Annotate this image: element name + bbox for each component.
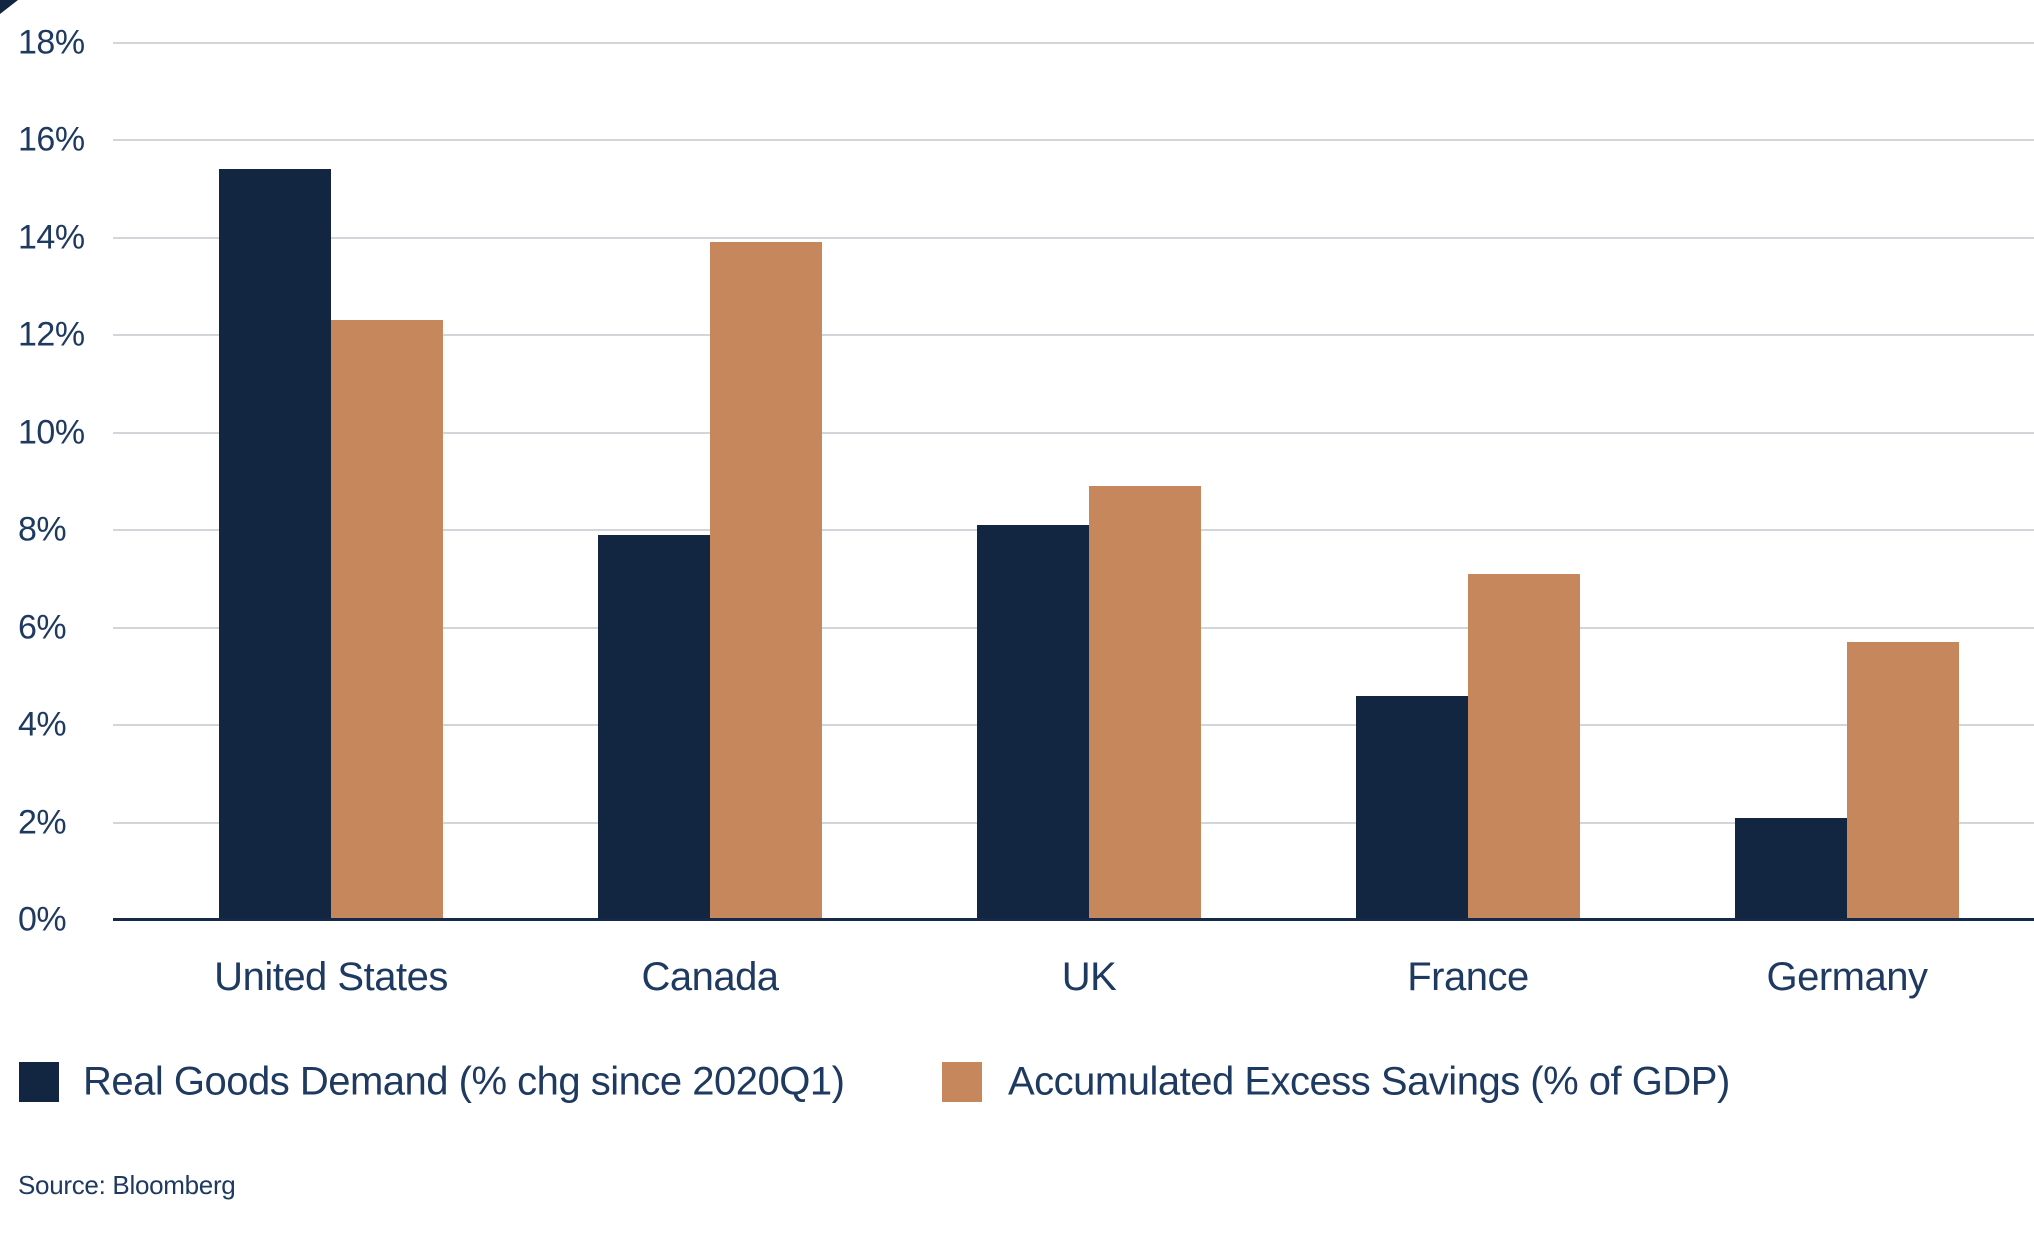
y-tick-label-10%: 10% [18, 413, 85, 451]
y-tick-label-2%: 2% [18, 803, 67, 841]
y-tick-label-16%: 16% [18, 120, 85, 159]
legend-swatch-series1 [19, 1062, 59, 1102]
gridline-14% [113, 236, 2034, 239]
bar-series1-germany [1735, 817, 1847, 920]
y-tick-label-14%: 14% [18, 218, 85, 256]
source-text: Source: Bloomberg [18, 1170, 236, 1200]
x-axis-line [113, 918, 2034, 921]
bar-series2-uk [1089, 486, 1201, 920]
y-tick-label-4%: 4% [18, 705, 67, 744]
bar-series2-france [1468, 573, 1580, 920]
category-label-canada: Canada [641, 955, 779, 999]
gridline-18% [113, 41, 2034, 44]
category-label-united-states: United States [214, 955, 448, 999]
gridline-10% [113, 431, 2034, 434]
category-label-germany: Germany [1766, 955, 1929, 999]
bar-series2-germany [1847, 642, 1959, 920]
bar-series1-france [1356, 695, 1468, 920]
bar-series1-united-states [219, 169, 331, 920]
bar-series1-uk [977, 525, 1089, 920]
bar-series1-canada [598, 534, 710, 920]
category-label-uk: UK [1061, 955, 1117, 999]
gridline-16% [113, 139, 2034, 141]
legend-label-series2: Accumulated Excess Savings (% of GDP) [1008, 1059, 1730, 1104]
gridline-12% [113, 334, 2034, 336]
category-label-france: France [1407, 955, 1529, 999]
legend-swatch-series2 [942, 1062, 982, 1102]
y-tick-label-12%: 12% [18, 315, 85, 354]
y-tick-label-18%: 18% [18, 23, 85, 61]
y-tick-label-6%: 6% [18, 608, 67, 646]
legend-label-series1: Real Goods Demand (% chg since 2020Q1) [83, 1059, 845, 1104]
cropped-glyph-fragment [0, 0, 18, 14]
bar-series2-canada [710, 242, 822, 920]
y-tick-label-0%: 0% [18, 900, 67, 939]
y-tick-label-8%: 8% [18, 510, 67, 549]
bar-series2-united-states [331, 320, 443, 920]
